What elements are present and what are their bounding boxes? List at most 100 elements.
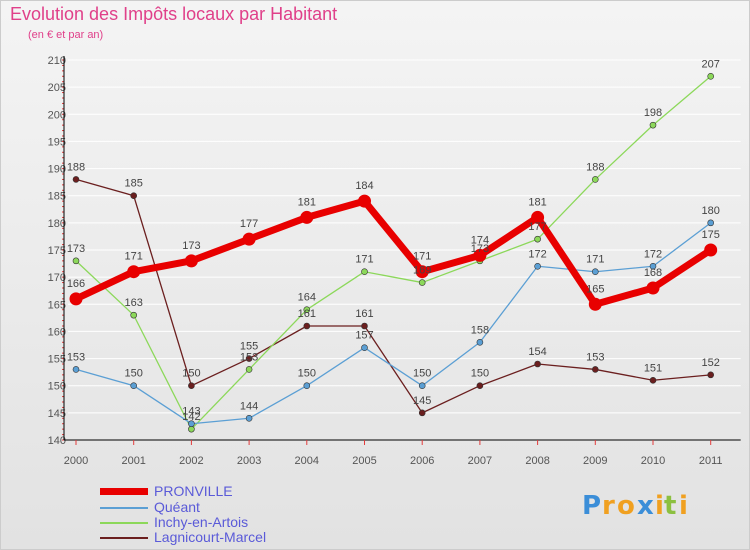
data-point	[707, 219, 715, 227]
x-tick-label: 2003	[237, 455, 261, 467]
x-tick-label: 2005	[352, 455, 376, 467]
data-label: 152	[702, 357, 720, 369]
data-label: 173	[182, 240, 200, 252]
y-tick-label: 140	[48, 435, 66, 447]
data-label: 157	[355, 330, 373, 342]
data-point	[534, 235, 541, 243]
data-point	[476, 338, 484, 346]
data-label: 168	[644, 267, 662, 279]
data-label: 150	[125, 368, 143, 380]
data-label: 188	[67, 161, 85, 173]
x-tick-label: 2004	[295, 455, 319, 467]
data-point	[418, 279, 426, 286]
data-point	[534, 360, 541, 368]
data-point	[707, 72, 715, 80]
data-label: 161	[298, 308, 316, 320]
x-tick-label: 2008	[525, 455, 549, 467]
data-label: 172	[528, 248, 546, 260]
y-tick-label: 155	[48, 354, 66, 366]
y-tick-label: 180	[48, 218, 66, 230]
data-label: 172	[644, 248, 662, 260]
data-point	[415, 265, 429, 279]
data-label: 163	[125, 297, 143, 309]
data-label: 177	[528, 221, 546, 233]
data-label: 180	[702, 205, 720, 217]
chart-title: Evolution des Impôts locaux par Habitant	[10, 4, 338, 24]
y-tick-label: 170	[48, 272, 66, 284]
data-point	[476, 382, 484, 390]
data-point	[531, 210, 545, 224]
legend-label-queant: Quéant	[154, 499, 200, 515]
svg-text:i: i	[679, 491, 688, 521]
y-tick-label: 160	[48, 326, 66, 338]
y-tick-label: 210	[48, 55, 66, 67]
data-label: 142	[182, 411, 200, 423]
data-point	[646, 281, 660, 295]
svg-text:t: t	[664, 491, 676, 521]
data-label: 177	[240, 218, 258, 230]
legend-swatch-lagnicourt	[100, 537, 148, 539]
legend-item-pronville: PRONVILLE	[100, 483, 360, 500]
legend-label-inchy: Inchy-en-Artois	[154, 514, 249, 530]
data-point	[188, 425, 195, 433]
data-point	[72, 366, 80, 373]
data-point	[245, 355, 253, 362]
data-label: 158	[471, 324, 489, 336]
data-point	[649, 262, 657, 270]
data-label: 151	[644, 362, 662, 374]
data-label: 145	[413, 395, 431, 407]
x-tick-label: 2006	[410, 455, 434, 467]
data-point	[704, 243, 718, 257]
data-point	[361, 268, 368, 276]
x-tick-label: 2011	[699, 455, 723, 467]
y-tick-label: 150	[48, 381, 66, 393]
data-point	[361, 322, 368, 330]
legend-swatch-inchy	[100, 522, 148, 524]
data-label: 171	[125, 251, 143, 263]
x-tick-label: 2002	[179, 455, 203, 467]
data-point	[303, 322, 311, 330]
legend-item-inchy: Inchy-en-Artois	[100, 514, 360, 531]
data-point	[184, 254, 198, 268]
series-line-1	[75, 222, 712, 425]
data-point	[649, 376, 657, 384]
data-label: 150	[413, 368, 431, 380]
y-tick-label: 185	[48, 191, 66, 203]
data-label: 171	[413, 251, 431, 263]
data-label: 166	[67, 278, 85, 290]
data-label: 143	[182, 406, 200, 418]
data-point	[130, 382, 137, 390]
svg-text:r: r	[602, 491, 615, 521]
data-point	[303, 382, 311, 390]
legend-label-pronville: PRONVILLE	[154, 483, 233, 499]
data-label: 185	[125, 178, 143, 190]
data-point	[69, 292, 83, 306]
data-label: 154	[528, 346, 546, 358]
data-label: 153	[240, 351, 258, 363]
data-point	[188, 420, 195, 428]
y-tick-label: 195	[48, 136, 66, 148]
data-label: 169	[413, 265, 431, 277]
data-label: 153	[586, 351, 604, 363]
data-label: 150	[471, 368, 489, 380]
data-label: 171	[355, 254, 373, 266]
y-tick-label: 145	[48, 408, 66, 420]
data-point	[591, 366, 599, 373]
data-label: 174	[471, 234, 489, 246]
data-point	[242, 232, 256, 246]
data-point	[358, 194, 371, 208]
x-tick-label: 2000	[64, 455, 88, 467]
series-line-0	[72, 197, 715, 308]
data-label: 175	[702, 229, 720, 241]
data-label: 164	[298, 292, 316, 304]
svg-text:i: i	[655, 491, 664, 521]
svg-text:x: x	[637, 491, 654, 521]
x-tick-label: 2010	[641, 455, 665, 467]
x-tick-label: 2009	[583, 455, 607, 467]
data-label: 198	[644, 107, 662, 119]
data-point	[707, 371, 715, 379]
series-line-3	[75, 178, 712, 414]
data-label: 150	[298, 368, 316, 380]
legend-swatch-queant	[100, 507, 148, 509]
